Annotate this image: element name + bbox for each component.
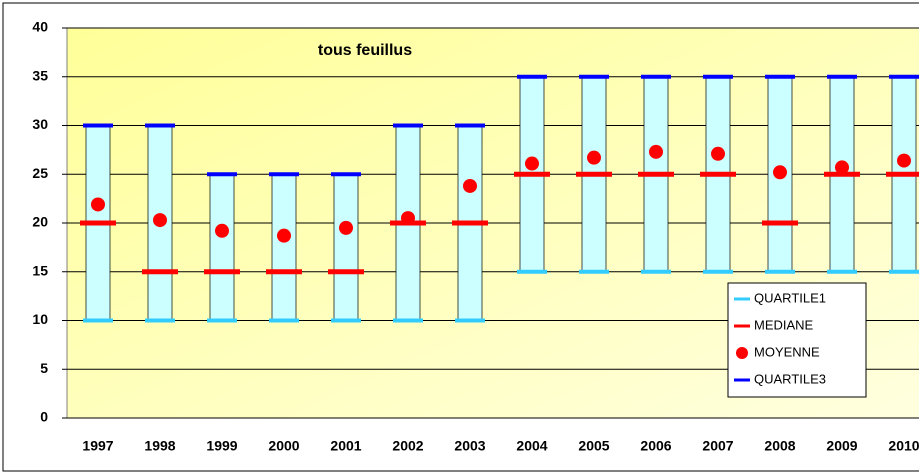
mean bbox=[91, 197, 105, 212]
box bbox=[271, 173, 297, 321]
mean bbox=[463, 178, 477, 193]
chart-title: tous feuillus bbox=[318, 42, 412, 59]
x-tick-label: 1999 bbox=[206, 438, 237, 454]
y-tick-label: 5 bbox=[40, 360, 48, 376]
x-tick-label: 1998 bbox=[144, 438, 175, 454]
y-tick-label: 40 bbox=[32, 19, 48, 35]
mean bbox=[835, 160, 849, 175]
legend-swatch bbox=[736, 347, 748, 359]
y-tick-label: 25 bbox=[32, 165, 48, 181]
y-tick-label: 10 bbox=[32, 311, 48, 327]
mean bbox=[153, 213, 167, 228]
mean bbox=[401, 211, 415, 226]
legend-box bbox=[727, 282, 867, 398]
legend-label: QUARTILE1 bbox=[754, 290, 826, 305]
x-tick-label: 2005 bbox=[578, 438, 609, 454]
x-tick-label: 2010 bbox=[888, 438, 919, 454]
mean bbox=[277, 228, 291, 243]
mean bbox=[525, 156, 539, 171]
y-tick-label: 35 bbox=[32, 67, 48, 83]
x-tick-label: 2007 bbox=[702, 438, 733, 454]
x-tick-label: 2003 bbox=[454, 438, 485, 454]
legend-label: QUARTILE3 bbox=[754, 371, 826, 386]
box bbox=[209, 173, 235, 321]
y-tick-label: 0 bbox=[40, 409, 48, 425]
x-tick-label: 2009 bbox=[826, 438, 857, 454]
mean bbox=[773, 165, 787, 180]
y-tick-label: 15 bbox=[32, 262, 48, 278]
box bbox=[333, 173, 359, 321]
x-tick-label: 2001 bbox=[330, 438, 361, 454]
y-tick-label: 20 bbox=[32, 214, 48, 230]
mean bbox=[339, 220, 353, 235]
x-tick-label: 2008 bbox=[764, 438, 795, 454]
mean bbox=[649, 144, 663, 159]
legend-label: MEDIANE bbox=[754, 317, 814, 332]
mean bbox=[215, 223, 229, 238]
mean bbox=[587, 150, 601, 165]
y-tick-label: 30 bbox=[32, 116, 48, 132]
x-tick-label: 2006 bbox=[640, 438, 671, 454]
x-tick-label: 2004 bbox=[516, 438, 547, 454]
x-tick-label: 2000 bbox=[268, 438, 299, 454]
x-tick-label: 2002 bbox=[392, 438, 423, 454]
mean bbox=[897, 153, 911, 168]
mean bbox=[711, 146, 725, 161]
legend-label: MOYENNE bbox=[754, 344, 820, 359]
x-tick-label: 1997 bbox=[82, 438, 113, 454]
